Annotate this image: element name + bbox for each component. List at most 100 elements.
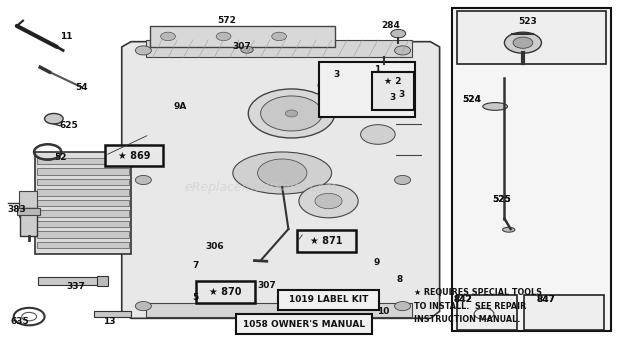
Bar xyxy=(278,289,379,310)
Text: eReplacementParts.com: eReplacementParts.com xyxy=(184,180,337,193)
Bar xyxy=(35,152,131,253)
Bar xyxy=(452,8,611,331)
Bar xyxy=(37,158,128,164)
Bar xyxy=(19,191,37,217)
Bar xyxy=(523,295,604,330)
Circle shape xyxy=(248,89,335,138)
Text: 52: 52 xyxy=(54,153,66,162)
Text: 625: 625 xyxy=(60,121,79,130)
Text: 11: 11 xyxy=(60,32,73,41)
Text: 635: 635 xyxy=(11,317,29,326)
Text: 9: 9 xyxy=(373,258,380,267)
Text: 3: 3 xyxy=(334,71,340,79)
Bar xyxy=(37,200,128,206)
Bar xyxy=(37,242,128,248)
Circle shape xyxy=(394,301,410,311)
Circle shape xyxy=(135,175,151,185)
Circle shape xyxy=(216,32,231,41)
Text: ★ 871: ★ 871 xyxy=(311,236,343,246)
Bar xyxy=(37,221,128,227)
Bar xyxy=(37,210,128,217)
Text: ★ 869: ★ 869 xyxy=(118,150,150,161)
Text: 3: 3 xyxy=(389,93,396,102)
Circle shape xyxy=(318,78,345,93)
Text: 525: 525 xyxy=(492,195,511,204)
Text: ★ REQUIRES SPECIAL TOOLS: ★ REQUIRES SPECIAL TOOLS xyxy=(414,288,542,297)
Text: INSTRUCTION MANUAL.: INSTRUCTION MANUAL. xyxy=(414,315,520,324)
Ellipse shape xyxy=(233,152,332,194)
Text: 1058 OWNER'S MANUAL: 1058 OWNER'S MANUAL xyxy=(243,320,365,329)
Bar xyxy=(97,276,108,286)
Circle shape xyxy=(257,159,307,187)
Circle shape xyxy=(372,65,396,78)
Text: 1019 LABEL KIT: 1019 LABEL KIT xyxy=(289,295,368,304)
Bar xyxy=(196,281,255,303)
Text: 572: 572 xyxy=(217,16,236,25)
Bar xyxy=(37,179,128,185)
Bar xyxy=(146,40,412,58)
Circle shape xyxy=(513,37,533,48)
Circle shape xyxy=(299,184,358,218)
Bar xyxy=(105,145,164,166)
Bar xyxy=(20,208,37,236)
Text: 524: 524 xyxy=(463,95,481,104)
Bar xyxy=(457,11,606,65)
Text: 306: 306 xyxy=(205,242,224,251)
Text: 525: 525 xyxy=(492,195,511,204)
Circle shape xyxy=(315,193,342,209)
Circle shape xyxy=(394,46,410,55)
Text: 524: 524 xyxy=(463,95,481,104)
Circle shape xyxy=(135,46,151,55)
Circle shape xyxy=(285,110,298,117)
Circle shape xyxy=(505,32,541,53)
Text: 7: 7 xyxy=(193,261,199,270)
Circle shape xyxy=(391,29,405,38)
Text: TO INSTALL.  SEE REPAIR: TO INSTALL. SEE REPAIR xyxy=(414,301,526,311)
Bar xyxy=(38,277,106,285)
Bar xyxy=(298,231,356,252)
Circle shape xyxy=(272,32,286,41)
Text: 13: 13 xyxy=(103,317,116,326)
Text: 284: 284 xyxy=(381,22,400,30)
Polygon shape xyxy=(122,42,440,318)
Text: 10: 10 xyxy=(376,307,389,316)
Circle shape xyxy=(241,46,253,53)
Circle shape xyxy=(394,175,410,185)
Bar xyxy=(149,26,335,47)
Bar xyxy=(37,190,128,196)
Bar xyxy=(372,72,414,110)
Text: ★ 2: ★ 2 xyxy=(384,77,402,86)
Circle shape xyxy=(361,125,395,144)
Ellipse shape xyxy=(503,227,515,232)
Text: 3: 3 xyxy=(398,90,404,99)
Circle shape xyxy=(260,96,322,131)
Ellipse shape xyxy=(483,103,508,110)
Circle shape xyxy=(161,32,175,41)
Bar xyxy=(146,303,412,317)
Text: 842: 842 xyxy=(454,295,472,304)
Bar xyxy=(457,295,517,330)
Text: 383: 383 xyxy=(7,205,26,214)
Text: 337: 337 xyxy=(66,282,85,291)
Bar xyxy=(236,314,372,334)
Circle shape xyxy=(45,113,63,124)
Text: 523: 523 xyxy=(518,17,538,25)
Bar xyxy=(37,232,128,238)
Text: 307: 307 xyxy=(232,42,252,52)
Bar xyxy=(319,62,415,117)
Text: ★ 870: ★ 870 xyxy=(209,287,242,297)
Text: 847: 847 xyxy=(536,295,556,304)
Text: 1: 1 xyxy=(373,65,380,74)
Text: 54: 54 xyxy=(75,83,88,92)
Text: 9A: 9A xyxy=(174,102,187,111)
Bar xyxy=(94,311,131,317)
Text: 847: 847 xyxy=(536,295,556,304)
Circle shape xyxy=(348,81,371,94)
Text: 8: 8 xyxy=(396,275,402,284)
Bar xyxy=(17,208,40,215)
Text: 5: 5 xyxy=(193,293,199,302)
Circle shape xyxy=(135,301,151,311)
Bar xyxy=(37,168,128,175)
Text: 307: 307 xyxy=(257,281,276,289)
Text: 842: 842 xyxy=(454,295,472,304)
